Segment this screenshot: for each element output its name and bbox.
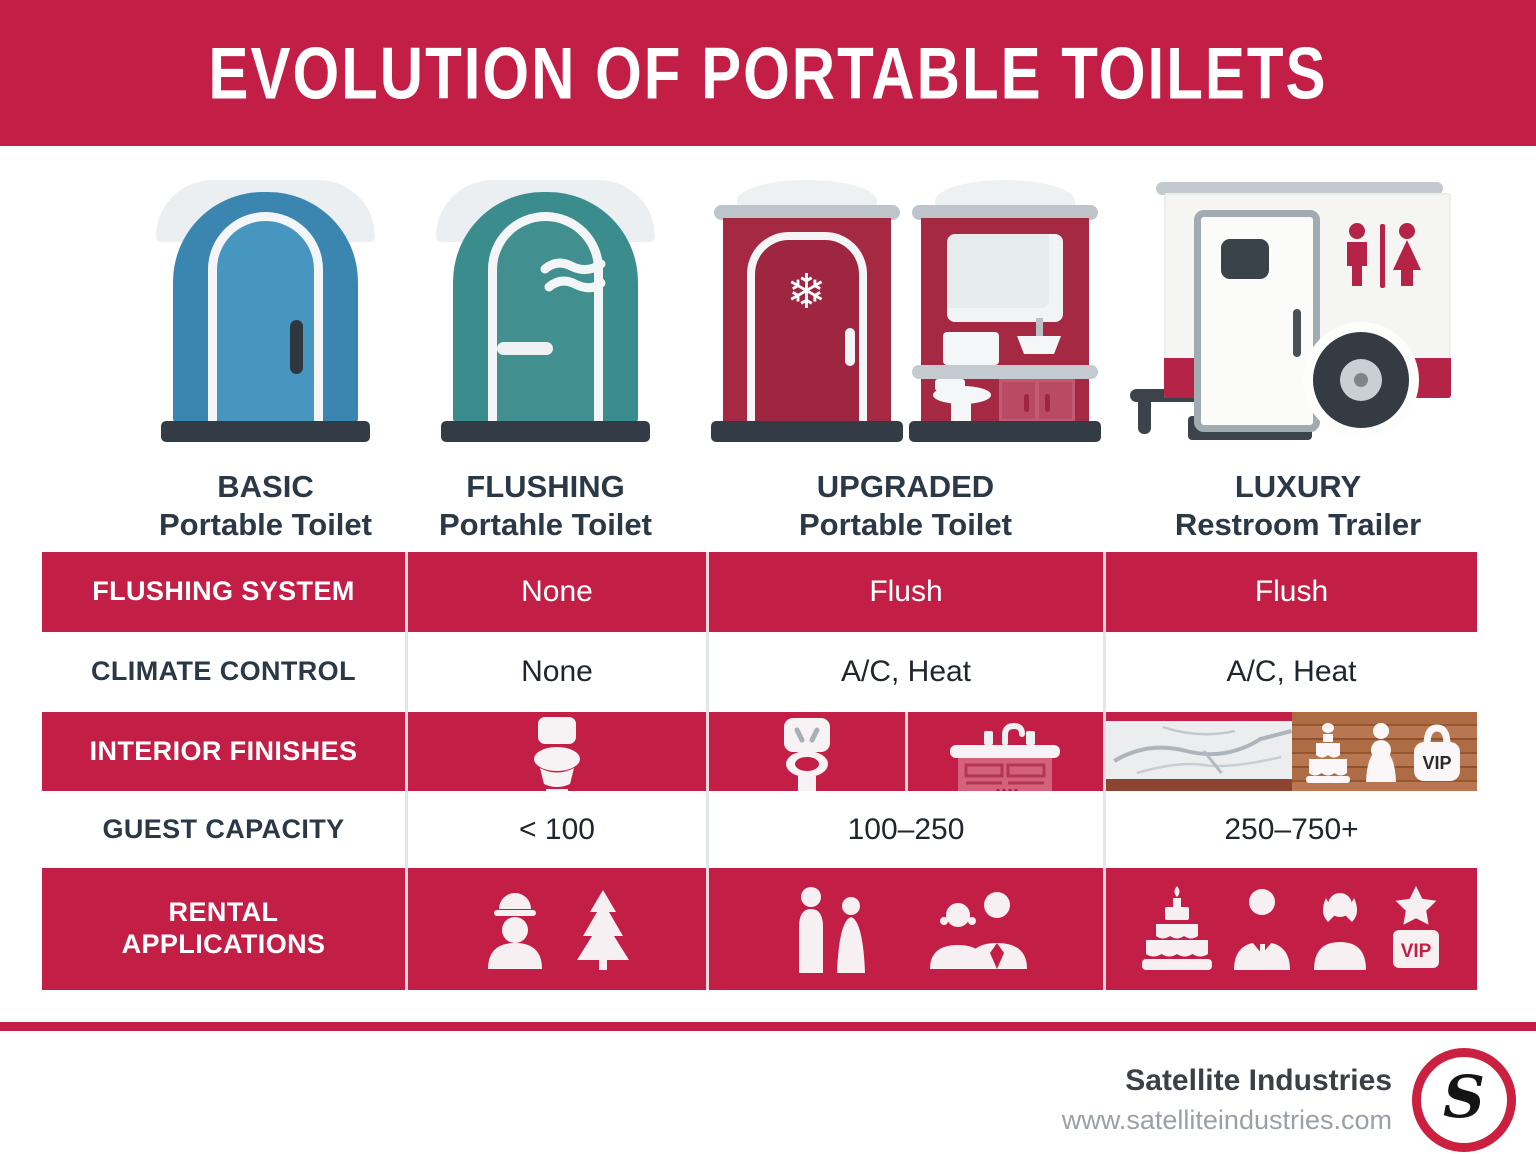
marble-finish-swatch: [1106, 712, 1292, 791]
header-banner: EVOLUTION OF PORTABLE TOILETS: [0, 0, 1536, 146]
toilet-base: [441, 421, 650, 442]
sink-icon: [1016, 318, 1061, 354]
toilet-base: [908, 421, 1101, 442]
cell-luxury-climate: A/C, Heat: [1226, 655, 1357, 688]
cell-luxury-flushing: Flush: [1254, 575, 1329, 608]
svg-text:VIP: VIP: [1423, 753, 1452, 773]
toilet-door: [488, 212, 603, 422]
bride-icon: [1313, 893, 1366, 970]
trailer-door: [1193, 210, 1320, 432]
svg-text:VIP: VIP: [1400, 941, 1431, 962]
comparison-table: FLUSHING SYSTEM None Flush Flush CLIMATE…: [42, 552, 1477, 990]
product-title-luxury: LUXURY Restroom Trailer: [1174, 469, 1422, 543]
company-logo: S: [1412, 1048, 1516, 1152]
cell-luxury-capacity: 250–750+: [1224, 812, 1359, 846]
door-handle: [497, 342, 553, 355]
table-row-guest-capacity: GUEST CAPACITY < 100 100–250 250–750+: [42, 791, 1477, 868]
tissue-box: [942, 332, 999, 365]
toilet-side-icon: [932, 379, 991, 425]
formal-couple-icon: [930, 892, 1027, 969]
cell-basic-capacity: < 100: [519, 812, 595, 846]
product-upgraded: ❄: [698, 180, 1113, 545]
luxury-restroom-trailer-illustration: [1098, 180, 1498, 442]
water-wave-icon: [540, 258, 606, 293]
table-row-interior-finishes: INTERIOR FINISHES: [42, 712, 1477, 791]
vip-handbag-icon: VIP: [1414, 723, 1461, 781]
product-title-flushing: FLUSHING Portahle Toilet: [438, 469, 652, 543]
roof-cap-bar: [911, 205, 1098, 220]
upgraded-unit-exterior: ❄: [710, 180, 903, 442]
roof-cap-bar: [713, 205, 900, 220]
cell-basic-flushing: None: [521, 575, 593, 608]
upgraded-unit-interior: [908, 180, 1101, 442]
row-label: CLIMATE CONTROL: [91, 656, 356, 687]
page-title: EVOLUTION OF PORTABLE TOILETS: [208, 32, 1328, 114]
footer-divider: [0, 1022, 1536, 1031]
row-label: FLUSHING SYSTEM: [92, 576, 355, 607]
product-basic: BASIC Portable Toilet: [88, 180, 443, 545]
cell-upgraded-capacity: 100–250: [847, 812, 965, 846]
table-row-flushing-system: FLUSHING SYSTEM None Flush Flush: [42, 552, 1477, 632]
door-handle: [1292, 309, 1301, 357]
small-cake-icon: [1306, 722, 1351, 783]
product-flushing: FLUSHING Portahle Toilet: [368, 180, 723, 545]
wedding-cake-icon: [1141, 886, 1212, 970]
mirror: [946, 234, 1063, 322]
upgraded-portable-toilet-illustration: ❄: [698, 180, 1113, 442]
counter-shelf: [911, 365, 1098, 379]
groom-icon: [1233, 889, 1290, 970]
construction-worker-icon: [488, 893, 542, 969]
door-window: [1220, 239, 1269, 279]
toilet-door: [208, 212, 323, 422]
table-row-rental-applications: RENTAL APPLICATIONS: [42, 868, 1477, 990]
table-row-climate-control: CLIMATE CONTROL None A/C, Heat A/C, Heat: [42, 632, 1477, 712]
trailer-roof-bar: [1155, 182, 1443, 195]
product-luxury: LUXURY Restroom Trailer: [1098, 180, 1498, 545]
pine-tree-icon: [577, 890, 629, 970]
logo-letter: S: [1443, 1063, 1485, 1131]
cell-basic-climate: None: [521, 655, 593, 688]
toilet-front-icon: [783, 717, 830, 791]
trailer-hitch-post: [1137, 394, 1151, 434]
cabinet: [998, 379, 1075, 422]
flushing-portable-toilet-illustration: [368, 180, 723, 442]
cell-upgraded-flushing: Flush: [869, 575, 943, 608]
vanity-sink-icon: [950, 722, 1061, 791]
footer: Satellite Industries www.satelliteindust…: [1062, 1048, 1516, 1152]
row-label: GUEST CAPACITY: [102, 813, 345, 844]
website-url: www.satelliteindustries.com: [1061, 1105, 1392, 1135]
cell-upgraded-climate: A/C, Heat: [840, 655, 972, 688]
small-person-icon: [1366, 722, 1397, 782]
toilet-base: [161, 421, 370, 442]
toilet-icon: [534, 716, 580, 791]
trailer-wheel: [1302, 322, 1419, 438]
company-name: Satellite Industries: [1125, 1064, 1392, 1097]
row-label: INTERIOR FINISHES: [89, 735, 358, 766]
product-title-basic: BASIC Portable Toilet: [158, 469, 372, 543]
toilet-door: ❄: [746, 232, 867, 422]
wood-vip-finish: VIP: [1291, 712, 1477, 791]
door-handle: [290, 320, 303, 374]
row-label: RENTAL APPLICATIONS: [121, 897, 326, 959]
door-handle: [844, 328, 855, 366]
toilet-base: [710, 421, 903, 442]
standing-couple-icon: [799, 887, 865, 973]
product-title-upgraded: UPGRADED Portable Toilet: [798, 469, 1012, 543]
restroom-sign-icon: [1346, 223, 1421, 288]
vip-star-icon: VIP: [1392, 886, 1439, 968]
basic-portable-toilet-illustration: [88, 180, 443, 442]
snowflake-icon: ❄: [786, 264, 827, 320]
